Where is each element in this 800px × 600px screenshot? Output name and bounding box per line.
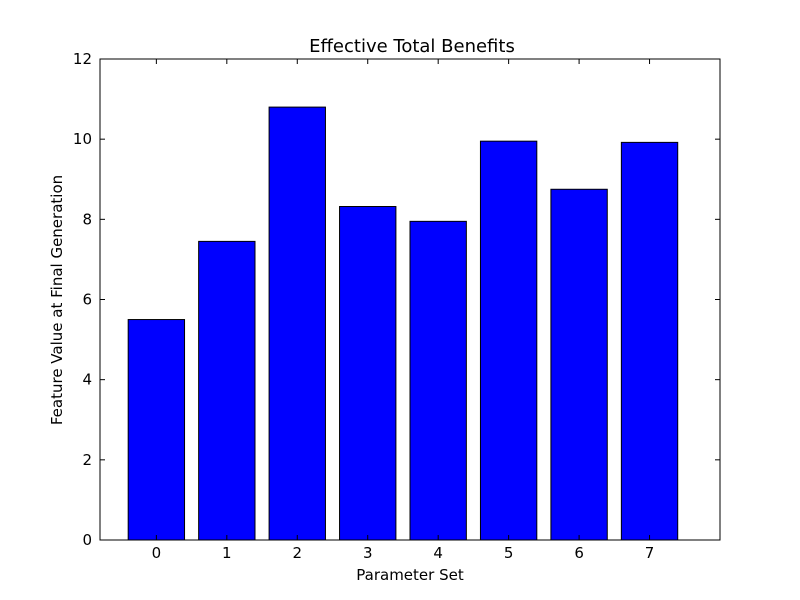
y-tick-label: 4 [82,371,92,389]
bar-4 [409,220,467,541]
x-tick-label: 3 [363,544,373,562]
bar-1 [198,240,256,541]
y-tick-label: 10 [73,130,92,148]
x-axis-label: Parameter Set [356,566,464,584]
y-tick-label: 0 [82,531,92,549]
chart-title: Effective Total Benefits [309,36,515,57]
x-tick-label: 1 [222,544,232,562]
y-axis-label: Feature Value at Final Generation [48,175,66,425]
x-tick-label: 2 [292,544,302,562]
x-tick-label: 0 [152,544,162,562]
bar-0 [127,319,186,541]
x-tick-label: 7 [645,544,655,562]
y-ticks-group: 0 2 4 6 8 10 12 [73,50,720,549]
x-ticks-group: 0 1 2 3 4 5 6 7 [152,59,655,562]
bar-3 [339,206,397,541]
x-tick-label: 4 [433,544,443,562]
bar-6 [550,188,608,541]
x-tick-label: 5 [504,544,514,562]
bars-group [127,106,679,541]
bar-5 [479,140,538,541]
y-tick-label: 6 [82,291,92,309]
bar-2 [268,106,326,541]
y-tick-label: 8 [82,210,92,228]
bar-7 [620,141,679,541]
y-tick-label: 12 [73,50,92,68]
x-tick-label: 6 [574,544,584,562]
y-tick-label: 2 [82,451,92,469]
plot-frame [99,58,721,541]
